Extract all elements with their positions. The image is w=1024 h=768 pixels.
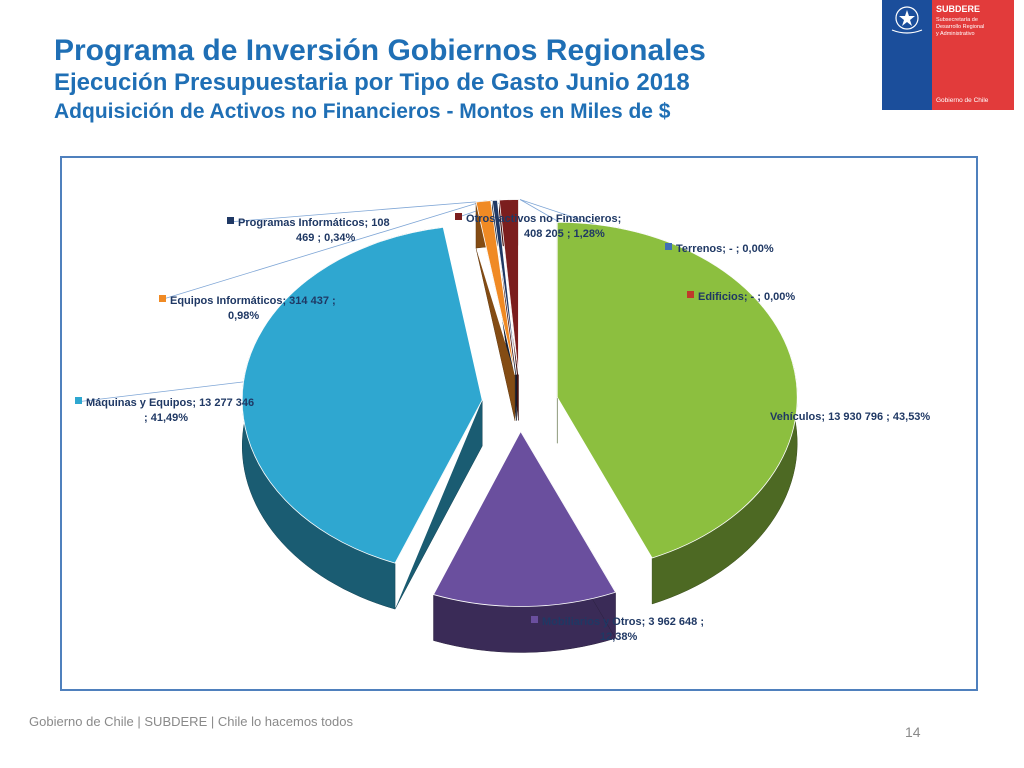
page-subtitle: Ejecución Presupuestaria por Tipo de Gas… xyxy=(54,69,690,96)
data-label-otros-activos-no-financieros: Otros activos no Financieros; xyxy=(466,213,621,225)
pie-slice-maquinas-y-equipos xyxy=(241,226,483,564)
data-label-programas-informaticos: Programas Informáticos; 108 xyxy=(238,217,390,229)
logo-red-panel: SUBDERE Subsecretaría de Desarrollo Regi… xyxy=(932,0,1014,110)
pie-slice-vehiculos xyxy=(556,221,798,559)
leader-line-equipos-informaticos xyxy=(159,200,484,301)
logo-sub-line: Subsecretaría de xyxy=(936,17,978,23)
pie-slice-programas-informaticos xyxy=(491,199,517,375)
leader-line-programas-informaticos xyxy=(227,199,495,223)
data-label-mobiliarios-y-otros: Mobiliarios y Otros; 3 962 648 ; xyxy=(542,616,704,628)
subdere-logo: SUBDERE Subsecretaría de Desarrollo Regi… xyxy=(882,0,1024,110)
label-marker-otros-activos-no-financieros xyxy=(455,213,462,220)
footer-text: Gobierno de Chile | SUBDERE | Chile lo h… xyxy=(29,714,353,729)
logo-sub-line: y Administrativo xyxy=(936,31,975,37)
data-label-mobiliarios-y-otros-line2: 12,38% xyxy=(600,631,638,643)
logo-sub-line: Desarrollo Regional xyxy=(936,24,985,30)
label-marker-edificios xyxy=(687,291,694,298)
data-label-equipos-informaticos-line2: 0,98% xyxy=(228,310,259,322)
pie-chart-svg: Vehículos; 13 930 796 ; 43,53% Mobiliario… xyxy=(75,199,930,653)
label-marker-terrenos xyxy=(665,243,672,250)
data-label-maquinas-y-equipos-line2: ; 41,49% xyxy=(144,412,188,424)
logo-brand: SUBDERE xyxy=(936,4,981,14)
logo-government: Gobierno de Chile xyxy=(936,97,989,104)
logo-subtitle: Subsecretaría de Desarrollo Regional y A… xyxy=(936,17,1012,38)
label-marker-mobiliarios-y-otros xyxy=(531,616,538,623)
page-subtitle-2: Adquisición de Activos no Financieros - … xyxy=(54,100,671,123)
data-label-maquinas-y-equipos: Máquinas y Equipos; 13 277 346 xyxy=(86,397,254,409)
label-marker-equipos-informaticos xyxy=(159,295,166,302)
data-label-vehiculos: Vehículos; 13 930 796 ; 43,53% xyxy=(770,411,930,423)
label-marker-maquinas-y-equipos xyxy=(75,397,82,404)
label-marker-programas-informaticos xyxy=(227,217,234,224)
label-marker-vehiculos xyxy=(759,411,766,418)
data-label-otros-activos-no-financieros-line2: 408 205 ; 1,28% xyxy=(524,228,605,240)
logo-blue-panel xyxy=(882,0,932,110)
coat-of-arms-icon xyxy=(891,6,923,34)
pie-chart: Vehículos; 13 930 796 ; 43,53% Mobiliario… xyxy=(60,156,978,691)
data-label-edificios: Edificios; - ; 0,00% xyxy=(698,291,795,303)
data-label-programas-informaticos-line2: 469 ; 0,34% xyxy=(296,232,356,244)
pie-slice-equipos-informaticos xyxy=(475,200,516,375)
pie-slice-otros-activos-no-financieros xyxy=(498,199,519,375)
data-label-equipos-informaticos: Equipos Informáticos; 314 437 ; xyxy=(170,295,336,307)
leader-line-maquinas-y-equipos xyxy=(75,381,244,403)
header: Programa de Inversión Gobiernos Regional… xyxy=(54,34,874,126)
page-title: Programa de Inversión Gobiernos Regional… xyxy=(54,34,706,67)
page-number: 14 xyxy=(905,724,921,740)
data-label-terrenos: Terrenos; - ; 0,00% xyxy=(676,243,774,255)
pie-slice-mobiliarios-y-otros xyxy=(432,430,617,607)
